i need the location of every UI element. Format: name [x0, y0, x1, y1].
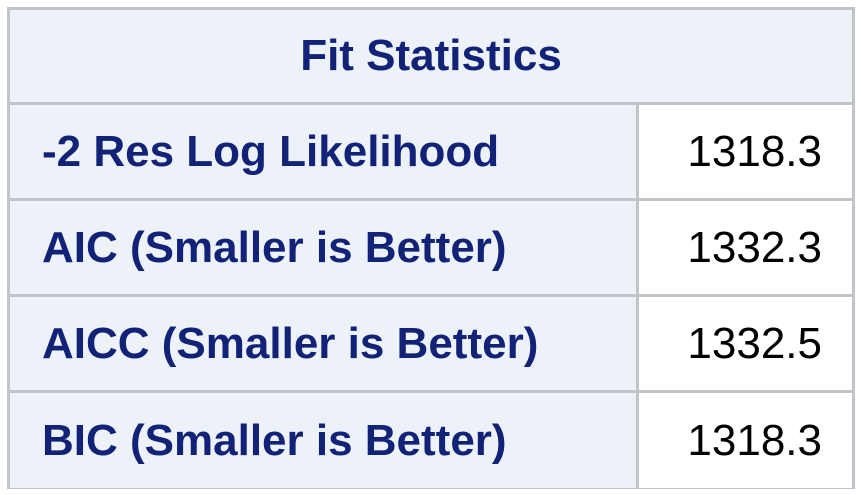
row-label-res-log-likelihood: -2 Res Log Likelihood: [10, 105, 639, 198]
table-title: Fit Statistics: [10, 10, 852, 105]
fit-statistics-table: Fit Statistics -2 Res Log Likelihood 131…: [7, 7, 855, 489]
row-value-aicc: 1332.5: [639, 297, 852, 390]
row-label-bic: BIC (Smaller is Better): [10, 393, 639, 488]
table-row: -2 Res Log Likelihood 1318.3: [10, 105, 852, 201]
table-row: BIC (Smaller is Better) 1318.3: [10, 393, 852, 488]
table-row: AICC (Smaller is Better) 1332.5: [10, 297, 852, 393]
row-value-aic: 1332.3: [639, 201, 852, 294]
row-value-bic: 1318.3: [639, 393, 852, 488]
row-label-aic: AIC (Smaller is Better): [10, 201, 639, 294]
row-label-aicc: AICC (Smaller is Better): [10, 297, 639, 390]
row-value-res-log-likelihood: 1318.3: [639, 105, 852, 198]
table-row: AIC (Smaller is Better) 1332.3: [10, 201, 852, 297]
